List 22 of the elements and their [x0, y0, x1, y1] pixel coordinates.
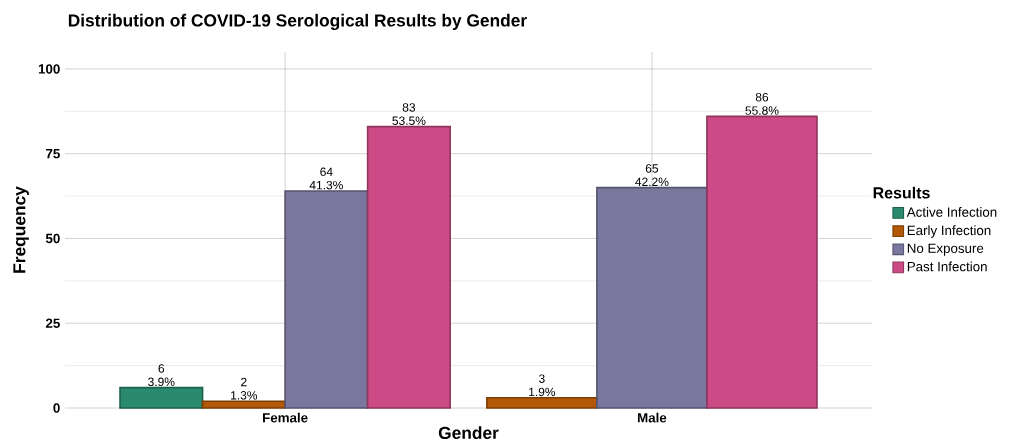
legend-label: Active Infection — [906, 207, 997, 217]
data-label: 2 1.3% — [231, 377, 258, 400]
chart-title: Distribution of COVID-19 Serological Results by Gender — [68, 13, 527, 31]
x-tick-label: Male — [637, 412, 667, 423]
data-label: 65 42.2% — [635, 164, 669, 186]
y-tick-label: 100 — [38, 64, 60, 74]
y-tick-label: 75 — [46, 149, 60, 159]
legend-label: Early Infection — [907, 225, 991, 238]
y-tick-label: 50 — [45, 233, 60, 244]
data-label: 86 55.8% — [745, 92, 779, 115]
x-tick-label: Female — [263, 412, 308, 423]
legend-label: Past Infection — [907, 261, 987, 272]
y-tick-label: 0 — [53, 403, 60, 413]
legend-title: Results — [873, 186, 930, 199]
data-label: 6 3.9% — [148, 364, 175, 387]
y-axis-title: Frequency — [13, 186, 29, 273]
data-label: 64 41.3% — [309, 167, 343, 190]
x-axis-title: Gender — [438, 426, 499, 440]
y-tick-label: 25 — [45, 318, 60, 328]
data-label: 83 53.5% — [392, 103, 426, 125]
data-label: 3 1.9% — [529, 374, 556, 397]
legend-label: No Exposure — [907, 243, 984, 256]
